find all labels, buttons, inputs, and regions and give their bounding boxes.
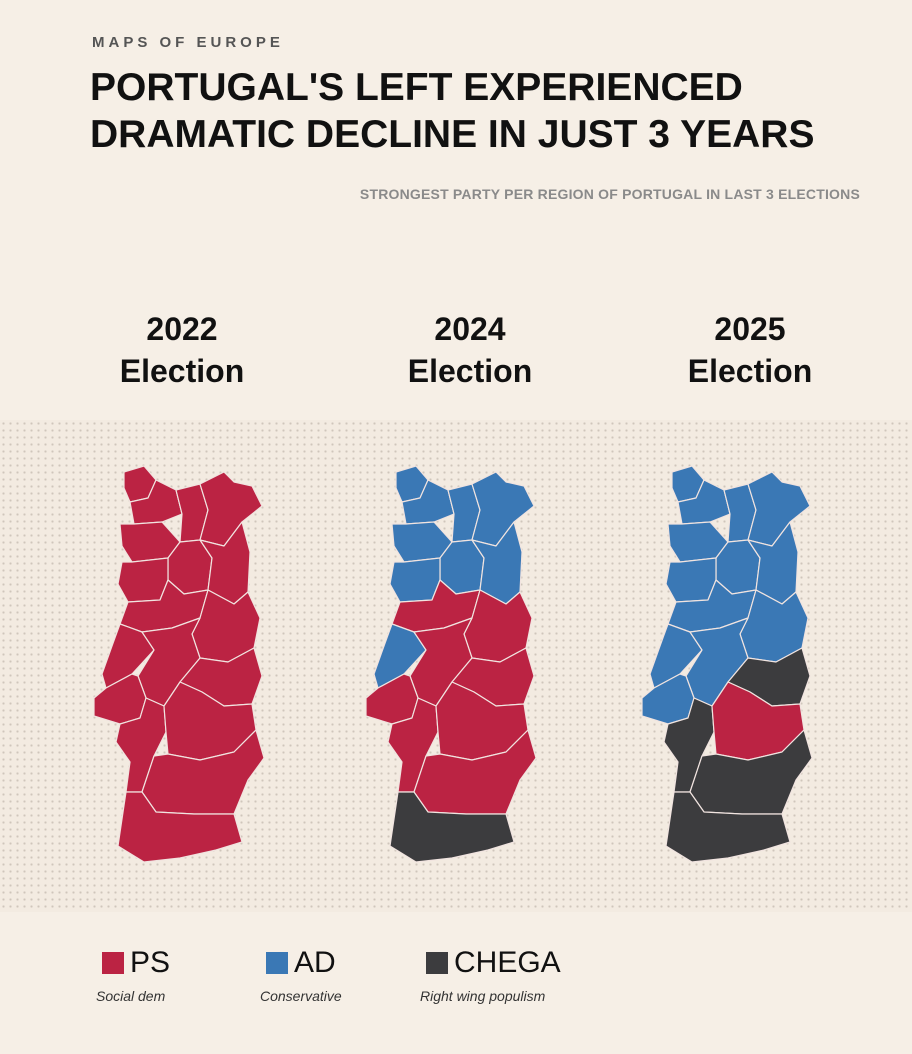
election-word-2022: Election (119, 353, 245, 389)
year-2024: 2024 (434, 311, 506, 347)
legend-name-ps: PS (130, 946, 171, 979)
year-label-2025: 2025 Election (640, 308, 860, 392)
region-faro-2025 (665, 791, 791, 863)
region-braganca-2022 (199, 471, 263, 547)
year-label-2024: 2024 Election (360, 308, 580, 392)
map-2024 (365, 465, 537, 863)
region-faro-2022 (117, 791, 243, 863)
region-lisboa-2025 (641, 673, 695, 725)
region-lisboa-2024 (365, 673, 419, 725)
region-aveiro-2025 (665, 557, 717, 603)
region-braganca-2024 (471, 471, 535, 547)
page-subtitle: STRONGEST PARTY PER REGION OF PORTUGAL I… (359, 186, 860, 202)
ad-swatch (266, 952, 288, 974)
election-word-2024: Election (407, 353, 533, 389)
election-word-2025: Election (687, 353, 813, 389)
region-aveiro-2024 (389, 557, 441, 603)
region-braganca-2025 (747, 471, 811, 547)
region-faro-2024 (389, 791, 515, 863)
chega-swatch (426, 952, 448, 974)
legend-name-chega: CHEGA (454, 946, 561, 979)
legend-desc-chega: Right wing populism (420, 988, 546, 1004)
map-2025 (641, 465, 813, 863)
year-2025: 2025 (714, 311, 786, 347)
region-lisboa-2022 (93, 673, 147, 725)
title-line-2: DRAMATIC DECLINE IN JUST 3 YEARS (90, 113, 815, 156)
legend-name-ad: AD (294, 946, 336, 979)
title-line-1: PORTUGAL'S LEFT EXPERIENCED (90, 66, 743, 109)
legend-desc-ps: Social dem (96, 988, 166, 1004)
brand-label: MAPS OF EUROPE (92, 34, 284, 51)
year-2022: 2022 (146, 311, 218, 347)
map-2022 (93, 465, 265, 863)
ps-swatch (102, 952, 124, 974)
year-label-2022: 2022 Election (72, 308, 292, 392)
page-title: PORTUGAL'S LEFT EXPERIENCED DRAMATIC DEC… (90, 64, 890, 158)
region-aveiro-2022 (117, 557, 169, 603)
legend-desc-ad: Conservative (260, 988, 342, 1004)
